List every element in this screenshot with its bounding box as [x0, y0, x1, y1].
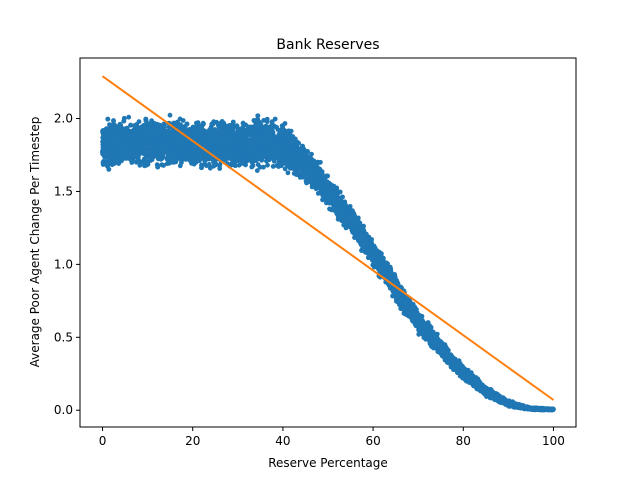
- chart-title: Bank Reserves: [276, 37, 379, 53]
- scatter-point: [194, 120, 199, 126]
- scatter-point: [167, 112, 173, 118]
- scatter-point: [309, 151, 314, 157]
- scatter-point: [315, 191, 321, 196]
- scatter-point: [261, 164, 266, 170]
- scatter-point: [296, 140, 302, 146]
- scatter-point: [285, 170, 291, 176]
- scatter-point: [270, 164, 276, 169]
- scatter-point: [271, 158, 277, 164]
- scatter-series: [100, 112, 556, 413]
- scatter-point: [137, 162, 143, 168]
- scatter-point: [265, 162, 270, 168]
- scatter-point: [126, 114, 132, 120]
- scatter-point: [180, 118, 186, 123]
